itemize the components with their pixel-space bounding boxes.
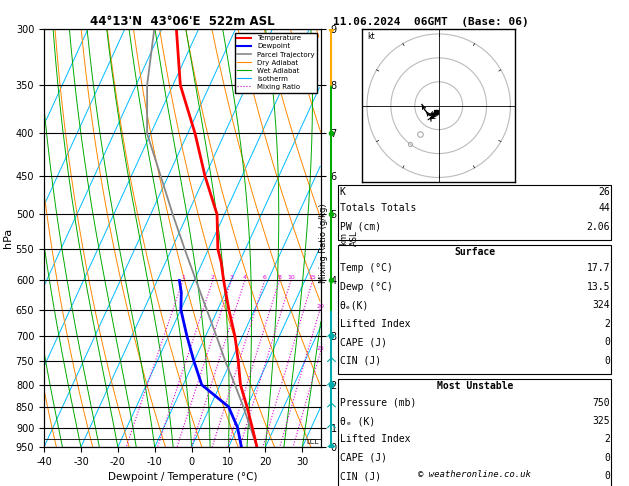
Y-axis label: km
ASL: km ASL (340, 230, 359, 246)
X-axis label: Dewpoint / Temperature (°C): Dewpoint / Temperature (°C) (108, 472, 257, 483)
Text: 1: 1 (181, 276, 185, 280)
Text: 325: 325 (593, 416, 610, 426)
Text: 0: 0 (604, 337, 610, 347)
Text: 2: 2 (211, 276, 214, 280)
Text: Totals Totals: Totals Totals (340, 203, 416, 213)
Text: kt: kt (367, 32, 375, 41)
Text: Temp (°C): Temp (°C) (340, 263, 392, 274)
Text: 8: 8 (277, 276, 281, 280)
Text: CAPE (J): CAPE (J) (340, 337, 387, 347)
Text: CIN (J): CIN (J) (340, 356, 381, 366)
Text: 6: 6 (263, 276, 267, 280)
Text: 2: 2 (604, 434, 610, 445)
Text: 0: 0 (604, 453, 610, 463)
Text: Most Unstable: Most Unstable (437, 381, 513, 391)
Text: Pressure (mb): Pressure (mb) (340, 398, 416, 408)
Text: PW (cm): PW (cm) (340, 222, 381, 232)
Text: 17.7: 17.7 (587, 263, 610, 274)
Text: 11.06.2024  06GMT  (Base: 06): 11.06.2024 06GMT (Base: 06) (333, 17, 529, 27)
Text: K: K (340, 187, 345, 197)
Text: 44: 44 (598, 203, 610, 213)
Text: Lifted Index: Lifted Index (340, 434, 410, 445)
Text: 10: 10 (287, 276, 295, 280)
Text: CAPE (J): CAPE (J) (340, 453, 387, 463)
Text: CIN (J): CIN (J) (340, 471, 381, 482)
Text: 4: 4 (243, 276, 247, 280)
Text: 15: 15 (309, 276, 316, 280)
Text: 13.5: 13.5 (587, 282, 610, 292)
Text: LCL: LCL (306, 439, 319, 445)
Text: 26: 26 (598, 187, 610, 197)
Text: 324: 324 (593, 300, 610, 311)
Text: Surface: Surface (454, 247, 496, 257)
Y-axis label: hPa: hPa (3, 228, 13, 248)
Text: 0: 0 (604, 471, 610, 482)
Text: Dewp (°C): Dewp (°C) (340, 282, 392, 292)
Text: 0: 0 (604, 356, 610, 366)
Text: © weatheronline.co.uk: © weatheronline.co.uk (418, 469, 532, 479)
Text: θₑ (K): θₑ (K) (340, 416, 375, 426)
Text: 2.06: 2.06 (587, 222, 610, 232)
Text: 25: 25 (317, 346, 325, 351)
Text: 2: 2 (604, 319, 610, 329)
Text: θₑ(K): θₑ(K) (340, 300, 369, 311)
Text: 20: 20 (316, 304, 324, 309)
Text: 3: 3 (229, 276, 233, 280)
Text: Lifted Index: Lifted Index (340, 319, 410, 329)
Text: Mixing Ratio (g/kg): Mixing Ratio (g/kg) (320, 203, 328, 283)
Text: 750: 750 (593, 398, 610, 408)
Title: 44°13'N  43°06'E  522m ASL: 44°13'N 43°06'E 522m ASL (90, 15, 275, 28)
Legend: Temperature, Dewpoint, Parcel Trajectory, Dry Adiabat, Wet Adiabat, Isotherm, Mi: Temperature, Dewpoint, Parcel Trajectory… (235, 33, 317, 93)
